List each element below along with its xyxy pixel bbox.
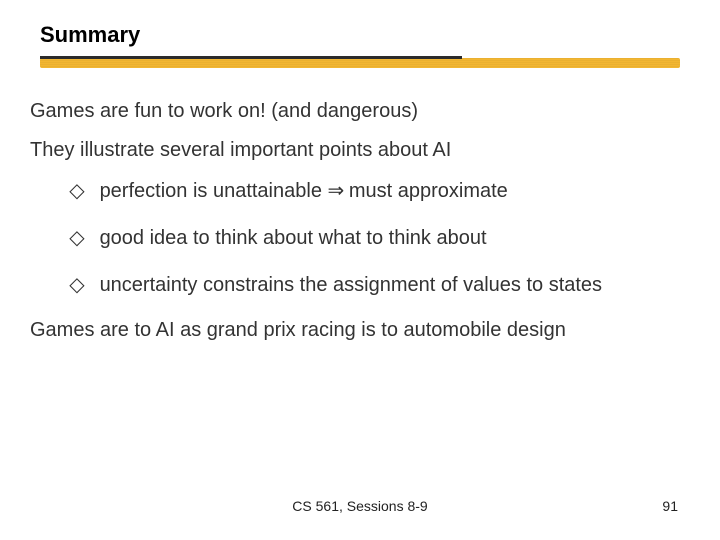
rule-yellow [40,58,680,68]
title-rule [40,56,680,72]
sub-bullet-1: ◇ perfection is unattainable ⇒ must appr… [66,178,690,203]
sub-bullet-2: ◇ good idea to think about what to think… [66,225,690,250]
footer-course: CS 561, Sessions 8-9 [0,498,720,514]
sub-bullets: ◇ perfection is unattainable ⇒ must appr… [30,178,690,297]
sub-bullet-2-text: good idea to think about what to think a… [100,227,487,249]
slide: Summary Games are fun to work on! (and d… [0,0,720,540]
slide-body: Games are fun to work on! (and dangerous… [30,100,690,368]
diamond-icon: ◇ [66,225,88,250]
sub-bullet-3: ◇ uncertainty constrains the assignment … [66,272,690,297]
arrow-icon: ⇒ [328,180,344,202]
sub-bullet-1-post: must approximate [349,180,508,202]
body-line-2: They illustrate several important points… [30,139,690,162]
rule-dark [40,56,462,59]
diamond-icon: ◇ [66,178,88,203]
body-line-3: Games are to AI as grand prix racing is … [30,319,690,342]
sub-bullet-3-text: uncertainty constrains the assignment of… [100,274,603,296]
diamond-icon: ◇ [66,272,88,297]
footer-page-number: 91 [662,498,678,514]
slide-title: Summary [40,22,140,48]
sub-bullet-1-pre: perfection is unattainable [100,180,328,202]
body-line-1: Games are fun to work on! (and dangerous… [30,100,690,123]
